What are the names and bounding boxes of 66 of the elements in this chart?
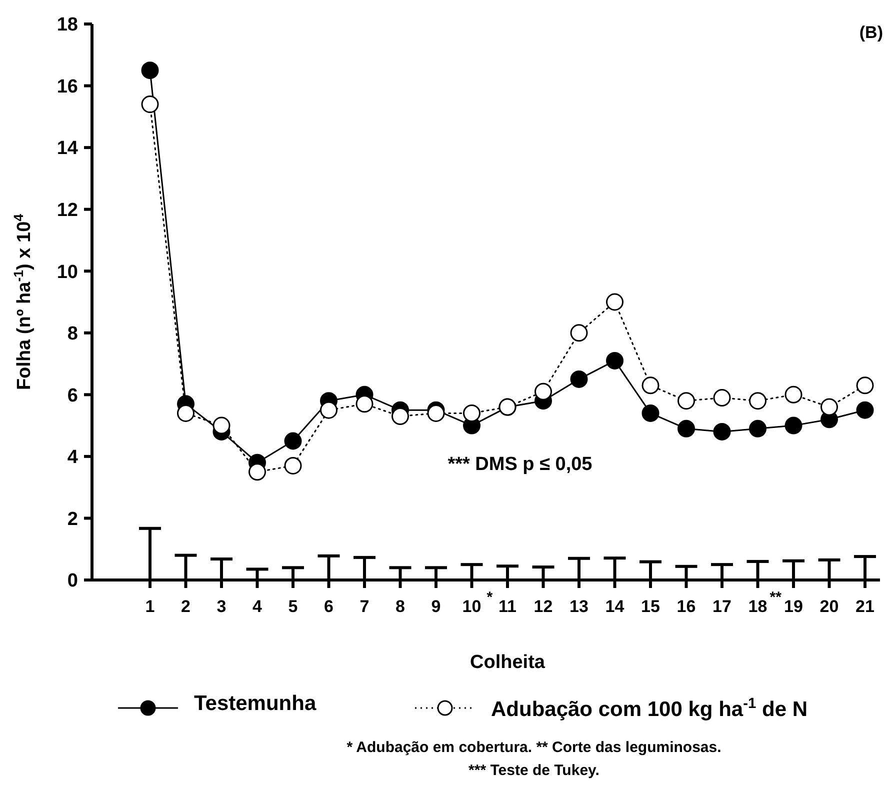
point bbox=[856, 401, 874, 419]
point bbox=[141, 96, 159, 114]
y-tick-label: 18 bbox=[56, 14, 78, 36]
y-tick-label: 14 bbox=[56, 138, 78, 160]
x-tick-label: 9 bbox=[431, 597, 441, 616]
x-tick-label: 1 bbox=[145, 597, 155, 616]
point bbox=[534, 382, 552, 400]
text: * bbox=[486, 589, 493, 606]
legend-label: Testemunha bbox=[194, 692, 316, 715]
x-tick-label: 15 bbox=[641, 597, 660, 616]
y-tick-label: 2 bbox=[67, 508, 78, 530]
point bbox=[678, 420, 695, 438]
point bbox=[784, 386, 802, 404]
y-tick-label: 12 bbox=[56, 200, 78, 221]
x-tick-label: 8 bbox=[396, 597, 405, 616]
y-tick-label: 4 bbox=[67, 447, 78, 468]
point bbox=[320, 401, 338, 419]
point bbox=[606, 293, 624, 311]
x-tick-label: 6 bbox=[324, 597, 334, 616]
point bbox=[392, 408, 409, 426]
point bbox=[141, 62, 159, 80]
x-tick-label: 13 bbox=[570, 597, 588, 616]
point bbox=[642, 376, 660, 394]
annotation: *** DMS p ≤ 0,05 bbox=[448, 454, 593, 475]
x-tick-label: 7 bbox=[360, 597, 370, 616]
text: *** Teste de Tukey. bbox=[468, 762, 600, 779]
y-tick-label: 6 bbox=[67, 385, 78, 406]
x-axis-title: Colheita bbox=[470, 652, 546, 673]
point bbox=[784, 416, 802, 434]
text: ** bbox=[770, 589, 782, 606]
y-tick-label: 10 bbox=[56, 262, 78, 283]
x-tick-label: 19 bbox=[784, 597, 803, 616]
point bbox=[212, 416, 230, 434]
legend-label: Adubação com 100 kg ha$^{-1}$ de N bbox=[491, 696, 808, 721]
x-tick-label: 16 bbox=[676, 597, 696, 616]
point bbox=[356, 395, 374, 413]
point bbox=[713, 422, 731, 440]
x-tick-label: 21 bbox=[856, 597, 874, 616]
point bbox=[606, 352, 624, 370]
annotation: (B) bbox=[859, 23, 883, 42]
point bbox=[463, 404, 480, 422]
x-tick-label: 12 bbox=[534, 597, 553, 616]
x-tick-label: 20 bbox=[820, 597, 839, 616]
point bbox=[284, 432, 302, 450]
x-tick-label: 18 bbox=[748, 597, 768, 616]
x-tick-label: 2 bbox=[181, 597, 190, 616]
x-tick-label: 10 bbox=[462, 597, 482, 616]
y-tick-label: 8 bbox=[67, 324, 78, 345]
point bbox=[427, 404, 445, 422]
text: * Adubação em cobertura. ** Corte das leguminosas. bbox=[346, 739, 722, 756]
x-tick-label: 14 bbox=[605, 597, 625, 616]
point bbox=[248, 463, 266, 481]
point bbox=[713, 389, 731, 407]
x-tick-label: 3 bbox=[216, 597, 226, 616]
x-tick-label: 17 bbox=[712, 597, 732, 616]
point bbox=[749, 420, 766, 438]
x-tick-label: 11 bbox=[498, 597, 516, 616]
point bbox=[570, 370, 588, 388]
y-tick-label: 0 bbox=[67, 570, 78, 592]
x-tick-label: 4 bbox=[252, 597, 263, 616]
point bbox=[177, 404, 194, 422]
x-tick-label: 5 bbox=[288, 597, 298, 616]
point bbox=[642, 404, 660, 422]
y-tick-label: 16 bbox=[56, 76, 78, 98]
point bbox=[570, 324, 588, 342]
point bbox=[820, 398, 838, 416]
